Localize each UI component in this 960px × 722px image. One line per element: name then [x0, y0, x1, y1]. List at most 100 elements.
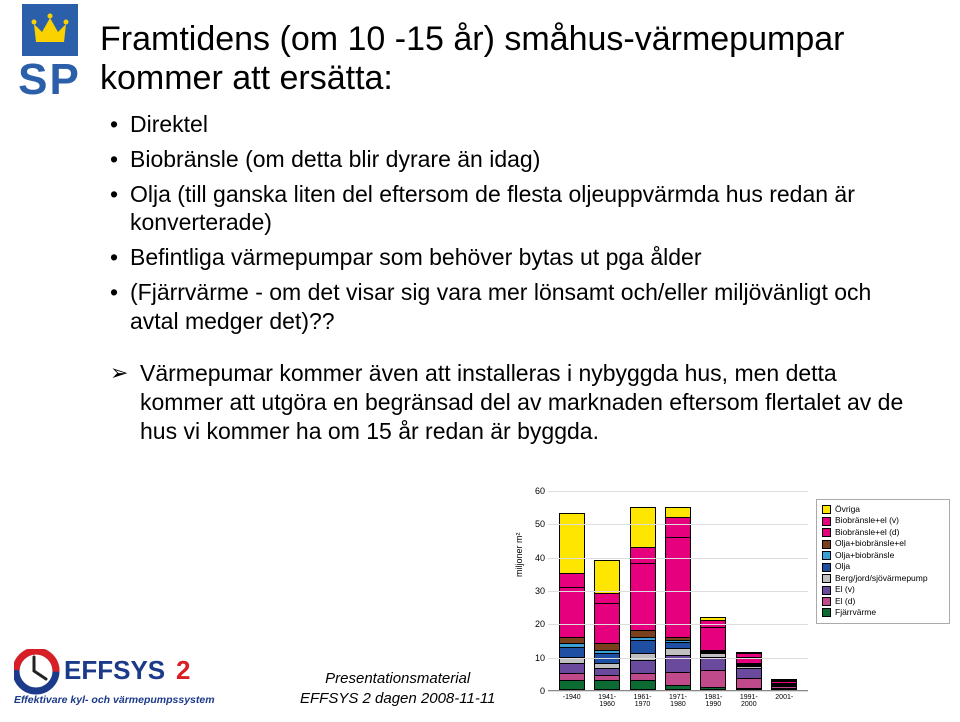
chart-segment — [559, 513, 585, 573]
chart-segment — [594, 680, 620, 690]
legend-row: Biobränsle+el (d) — [822, 527, 944, 538]
chart-segment — [736, 678, 762, 688]
chart-x-tick: 1981-1990 — [698, 694, 728, 708]
legend-label: El (v) — [835, 584, 855, 595]
chart-segment — [665, 685, 691, 690]
chart-bar — [665, 507, 691, 690]
effsys-logo: EFFSYS 2 Effektivare kyl- och värmepumps… — [14, 649, 234, 712]
legend-row: Olja+biobränsle — [822, 550, 944, 561]
legend-label: Fjärrvärme — [835, 607, 876, 618]
svg-text:2: 2 — [176, 655, 190, 685]
legend-row: Biobränsle+el (v) — [822, 515, 944, 526]
crown-svg — [30, 10, 70, 50]
chart-bar — [559, 513, 585, 690]
chart-y-tick: 50 — [530, 519, 545, 529]
chart-segment — [700, 627, 726, 650]
bullet-item: Befintliga värmepumpar som behöver bytas… — [110, 243, 920, 272]
legend-swatch — [822, 574, 831, 583]
legend-label: Biobränsle+el (d) — [835, 527, 900, 538]
effsys-svg: EFFSYS 2 Effektivare kyl- och värmepumps… — [14, 649, 224, 707]
chart-segment — [630, 640, 656, 653]
chart-segment — [594, 593, 620, 603]
legend-label: Berg/jord/sjövärmepump — [835, 573, 928, 584]
chart-segment — [630, 507, 656, 547]
chart-x-tick: 1991-2000 — [734, 694, 764, 708]
chart-segment — [700, 657, 726, 670]
chart-x-tick: 2001- — [769, 694, 799, 708]
chart-segment — [594, 668, 620, 675]
legend-label: Övriga — [835, 504, 860, 515]
chart-segment — [630, 630, 656, 637]
legend-swatch — [822, 540, 831, 549]
chart-segment — [630, 660, 656, 673]
legend-label: Biobränsle+el (v) — [835, 515, 899, 526]
sp-text: SP — [12, 58, 87, 102]
stacked-bar-chart: miljoner m² -19401941-19601961-19701971-… — [510, 487, 950, 722]
chart-segment — [559, 587, 585, 637]
chart-segment — [559, 647, 585, 657]
legend-swatch — [822, 563, 831, 572]
footer-line2: EFFSYS 2 dagen 2008-11-11 — [300, 689, 495, 709]
slide: SP Framtidens (om 10 -15 år) småhus-värm… — [0, 0, 960, 718]
chart-segment — [559, 680, 585, 690]
chart-segment — [665, 507, 691, 517]
chart-segment — [771, 688, 797, 690]
chart-segment — [665, 648, 691, 655]
legend-swatch — [822, 505, 831, 514]
svg-text:Effektivare kyl- och värmepump: Effektivare kyl- och värmepumpssystem — [14, 694, 215, 706]
chart-x-tick: -1940 — [557, 694, 587, 708]
chart-y-tick: 40 — [530, 553, 545, 563]
chart-y-tick: 60 — [530, 486, 545, 496]
legend-swatch — [822, 528, 831, 537]
chart-segment — [630, 680, 656, 690]
chart-segment — [594, 560, 620, 593]
chart-plot — [548, 491, 808, 691]
legend-swatch — [822, 597, 831, 606]
legend-row: Fjärrvärme — [822, 607, 944, 618]
bullet-list: Direktel Biobränsle (om detta blir dyrar… — [110, 110, 920, 335]
legend-row: El (v) — [822, 584, 944, 595]
chart-segment — [630, 547, 656, 564]
footer-caption: Presentationsmaterial EFFSYS 2 dagen 200… — [300, 669, 495, 708]
legend-row: Olja — [822, 561, 944, 572]
legend-swatch — [822, 517, 831, 526]
chart-segment — [700, 687, 726, 690]
sp-logo: SP — [12, 4, 87, 102]
svg-text:EFFSYS: EFFSYS — [64, 655, 165, 685]
legend-row: El (d) — [822, 596, 944, 607]
chart-bar — [630, 507, 656, 690]
bullet-item: Direktel — [110, 110, 920, 139]
chart-y-tick: 30 — [530, 586, 545, 596]
chart-x-labels: -19401941-19601961-19701971-19801981-199… — [548, 694, 808, 708]
chart-bar — [771, 679, 797, 690]
footer-line1: Presentationsmaterial — [300, 669, 495, 689]
legend-label: El (d) — [835, 596, 855, 607]
arrow-block: Värmepumar kommer även att installeras i… — [110, 359, 920, 445]
legend-swatch — [822, 551, 831, 560]
chart-segment — [736, 668, 762, 678]
chart-y-tick: 0 — [530, 686, 545, 696]
legend-row: Berg/jord/sjövärmepump — [822, 573, 944, 584]
bullet-item: Olja (till ganska liten del eftersom de … — [110, 180, 920, 238]
chart-segment — [559, 637, 585, 644]
legend-row: Olja+biobränsle+el — [822, 538, 944, 549]
chart-segment — [594, 643, 620, 650]
chart-segment — [559, 673, 585, 680]
legend-row: Övriga — [822, 504, 944, 515]
chart-segment — [559, 573, 585, 586]
chart-bar — [700, 617, 726, 690]
bullet-item: Biobränsle (om detta blir dyrare än idag… — [110, 145, 920, 174]
legend-swatch — [822, 608, 831, 617]
chart-segment — [665, 517, 691, 537]
chart-x-tick: 1941-1960 — [592, 694, 622, 708]
legend-label: Olja+biobränsle+el — [835, 538, 906, 549]
legend-swatch — [822, 586, 831, 595]
crown-icon — [22, 4, 78, 56]
legend-label: Olja+biobränsle — [835, 550, 894, 561]
legend-label: Olja — [835, 561, 850, 572]
chart-x-tick: 1971-1980 — [663, 694, 693, 708]
chart-y-label: miljoner m² — [514, 532, 524, 577]
chart-segment — [665, 537, 691, 637]
arrow-bullet: Värmepumar kommer även att installeras i… — [110, 359, 920, 445]
chart-segment — [630, 563, 656, 630]
